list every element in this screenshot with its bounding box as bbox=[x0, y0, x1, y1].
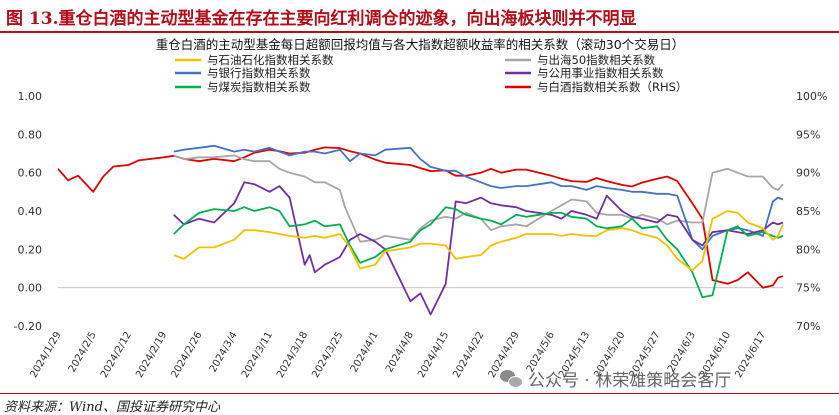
y-right-tick-label: 90% bbox=[796, 167, 820, 180]
legend-label-coal: 与煤炭指数相关系数 bbox=[207, 80, 311, 94]
y-left-tick-label: 0.60 bbox=[18, 167, 43, 180]
y-left-tick-label: 0.20 bbox=[18, 243, 43, 256]
header-rule bbox=[0, 31, 839, 33]
header-bar: 图 13.重仓白酒的主动型基金在存在主要向红利调仓的迹象，向出海板块则并不明显 bbox=[0, 0, 839, 30]
y-axis-left: -0.20 0.00 0.20 0.40 0.60 0.80 1.00 bbox=[14, 90, 42, 333]
series-line-coal bbox=[173, 206, 784, 299]
y-right-tick-label: 75% bbox=[796, 282, 820, 295]
y-right-tick-label: 80% bbox=[796, 243, 820, 256]
y-right-tick-label: 85% bbox=[796, 205, 820, 218]
x-tick-label: 2024/2/26 bbox=[169, 330, 204, 380]
x-tick-label: 2024/4/1 bbox=[349, 330, 381, 374]
correlation-line-chart: 重仓白酒的主动型基金每日超额回报均值与各大指数超额收益率的相关系数（滚动30个交… bbox=[14, 37, 828, 380]
y-right-tick-label: 95% bbox=[796, 128, 820, 141]
x-tick-label: 2024/3/25 bbox=[310, 330, 345, 380]
wechat-icon bbox=[500, 369, 523, 388]
legend-label-export: 与出海50指数相关系数 bbox=[537, 53, 656, 67]
source-note: 资料来源：Wind、国投证券研究中心 bbox=[4, 400, 220, 415]
footer-rule bbox=[0, 393, 839, 394]
series-line-liquor bbox=[57, 146, 784, 289]
x-tick-label: 2024/3/18 bbox=[275, 330, 310, 380]
legend-label-liquor: 与白酒指数相关系数（RHS） bbox=[537, 80, 687, 94]
y-left-tick-label: 0.40 bbox=[18, 205, 43, 218]
legend-label-bank: 与银行指数相关系数 bbox=[207, 66, 311, 80]
x-tick-label: 2024/4/8 bbox=[384, 330, 416, 374]
y-left-tick-label: 0.00 bbox=[18, 282, 43, 295]
y-right-tick-label: 100% bbox=[796, 90, 827, 103]
legend-label-utility: 与公用事业指数相关系数 bbox=[537, 66, 664, 80]
x-tick-label: 2024/3/4 bbox=[208, 330, 240, 374]
chart-title: 重仓白酒的主动型基金每日超额回报均值与各大指数超额收益率的相关系数（滚动30个交… bbox=[156, 37, 684, 52]
legend-label-oil: 与石油石化指数相关系数 bbox=[207, 53, 334, 67]
x-tick-label: 2024/2/5 bbox=[67, 330, 99, 374]
y-left-tick-label: -0.20 bbox=[14, 320, 42, 333]
series-line-oil bbox=[173, 210, 784, 272]
y-right-tick-label: 70% bbox=[796, 320, 820, 333]
x-tick-label: 2024/4/15 bbox=[416, 330, 451, 380]
x-tick-label: 2024/2/19 bbox=[134, 330, 169, 380]
y-left-tick-label: 1.00 bbox=[18, 90, 43, 103]
figure-title: 图 13.重仓白酒的主动型基金在存在主要向红利调仓的迹象，向出海板块则并不明显 bbox=[6, 9, 637, 29]
x-tick-label: 2024/4/22 bbox=[451, 330, 486, 380]
watermark-text: 公众号 · 林荣雄策略会客厅 bbox=[528, 371, 732, 391]
y-axis-right: 70% 75% 80% 85% 90% 95% 100% bbox=[796, 90, 827, 333]
series-line-export bbox=[173, 154, 784, 243]
x-tick-label: 2024/3/11 bbox=[240, 330, 275, 380]
x-tick-label: 2024/1/29 bbox=[28, 330, 63, 380]
x-tick-label: 2024/6/17 bbox=[733, 330, 768, 380]
series-line-utility bbox=[173, 181, 784, 316]
x-tick-label: 2024/2/12 bbox=[99, 330, 134, 380]
watermark: 公众号 · 林荣雄策略会客厅 bbox=[500, 366, 731, 391]
series-line-bank bbox=[173, 144, 784, 251]
y-left-tick-label: 0.80 bbox=[18, 128, 43, 141]
chart-series bbox=[57, 144, 784, 316]
